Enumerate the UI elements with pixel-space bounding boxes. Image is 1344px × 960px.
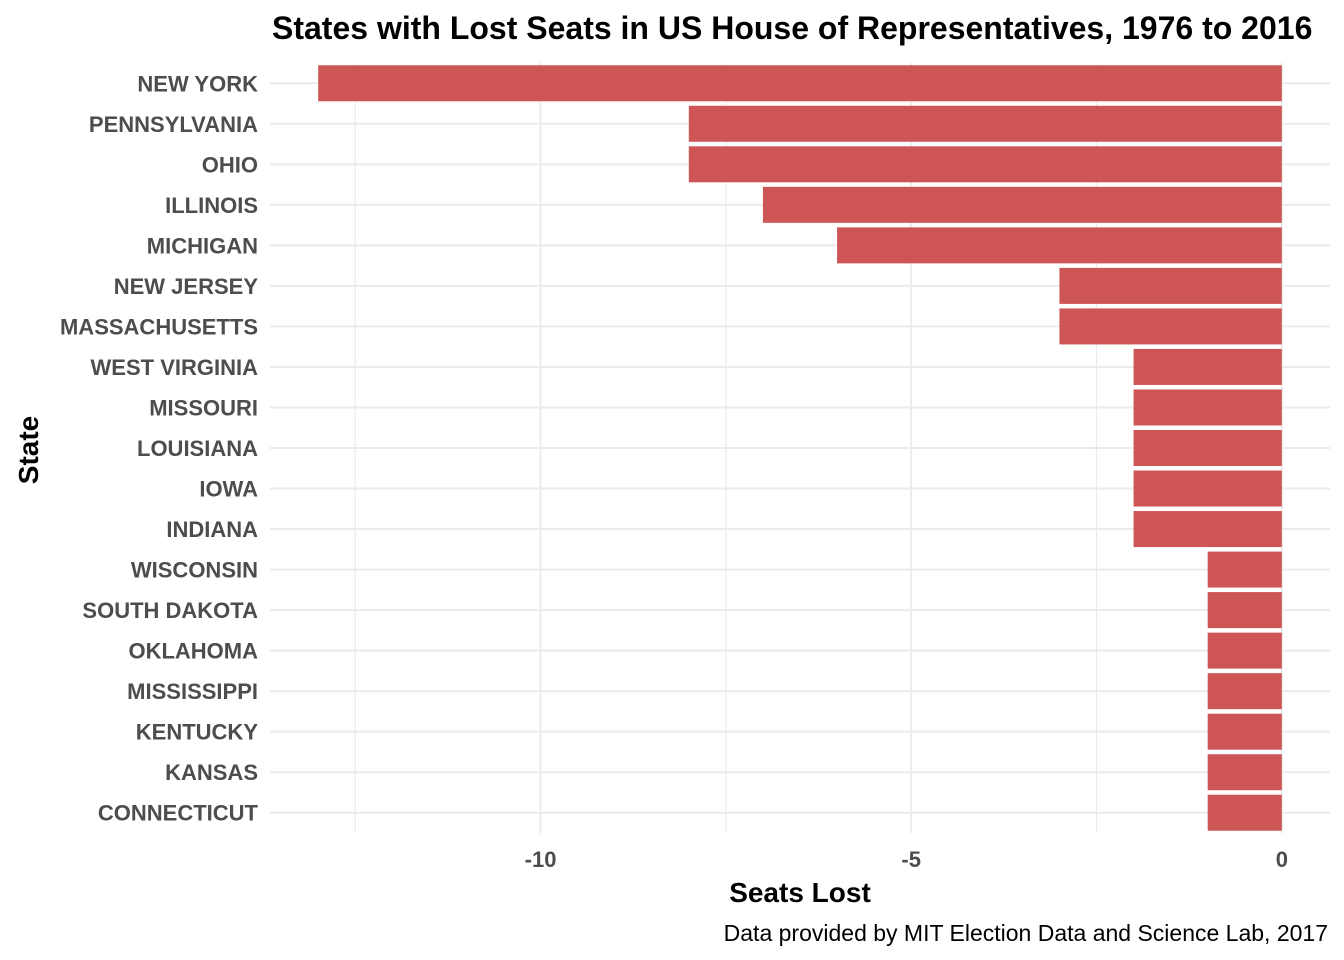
chart-caption: Data provided by MIT Election Data and S… xyxy=(723,920,1328,946)
y-tick-label: CONNECTICUT xyxy=(98,801,259,826)
y-tick-label: OHIO xyxy=(202,152,258,177)
x-tick-labels: -10 -5 0 xyxy=(525,847,1288,872)
y-tick-label: WISCONSIN xyxy=(131,558,258,583)
y-tick-label: MISSOURI xyxy=(149,395,258,420)
bar-south-dakota xyxy=(1207,592,1282,629)
y-tick-label: WEST VIRGINIA xyxy=(91,355,259,380)
bar-pennsylvania xyxy=(688,105,1282,142)
bar-louisiana xyxy=(1133,430,1282,466)
bar-massachusetts xyxy=(1059,308,1282,345)
x-tick-label: -5 xyxy=(901,847,921,872)
bar-illinois xyxy=(762,186,1282,223)
y-tick-label: MISSISSIPPI xyxy=(127,679,258,704)
bar-new-york xyxy=(318,65,1282,102)
bar-west-virginia xyxy=(1133,348,1282,385)
bar-new-jersey xyxy=(1059,267,1282,304)
bar-iowa xyxy=(1133,470,1282,507)
bar-indiana xyxy=(1133,511,1282,548)
bar-connecticut xyxy=(1207,794,1282,831)
bar-oklahoma xyxy=(1207,632,1282,669)
bar-missouri xyxy=(1133,389,1282,426)
y-tick-label: NEW JERSEY xyxy=(114,274,259,299)
x-tick-label: -10 xyxy=(525,847,557,872)
y-tick-label: OKLAHOMA xyxy=(128,639,258,664)
chart-title: States with Lost Seats in US House of Re… xyxy=(272,10,1313,46)
y-tick-labels: NEW YORK PENNSYLVANIA OHIO ILLINOIS MICHIGAN… xyxy=(60,71,259,825)
y-tick-label: NEW YORK xyxy=(137,71,258,96)
bar-kansas xyxy=(1207,754,1282,791)
x-tick-label: 0 xyxy=(1276,847,1288,872)
y-tick-label: MICHIGAN xyxy=(147,233,258,258)
y-tick-label: LOUISIANA xyxy=(137,436,258,461)
y-tick-label: PENNSYLVANIA xyxy=(89,112,258,137)
y-tick-label: ILLINOIS xyxy=(165,193,258,218)
y-tick-label: SOUTH DAKOTA xyxy=(82,598,258,623)
bar-ohio xyxy=(688,146,1282,183)
bar-michigan xyxy=(837,227,1282,264)
y-axis-title: State xyxy=(13,416,44,484)
bar-mississippi xyxy=(1207,673,1282,710)
bar-kentucky xyxy=(1207,713,1282,750)
y-tick-label: INDIANA xyxy=(166,517,258,542)
y-tick-label: KANSAS xyxy=(165,760,258,785)
bars xyxy=(318,65,1282,831)
y-tick-label: KENTUCKY xyxy=(136,720,259,745)
bar-wisconsin xyxy=(1207,551,1282,588)
y-tick-label: IOWA xyxy=(199,477,258,502)
x-axis-title: Seats Lost xyxy=(729,877,871,908)
y-tick-label: MASSACHUSETTS xyxy=(60,314,258,339)
